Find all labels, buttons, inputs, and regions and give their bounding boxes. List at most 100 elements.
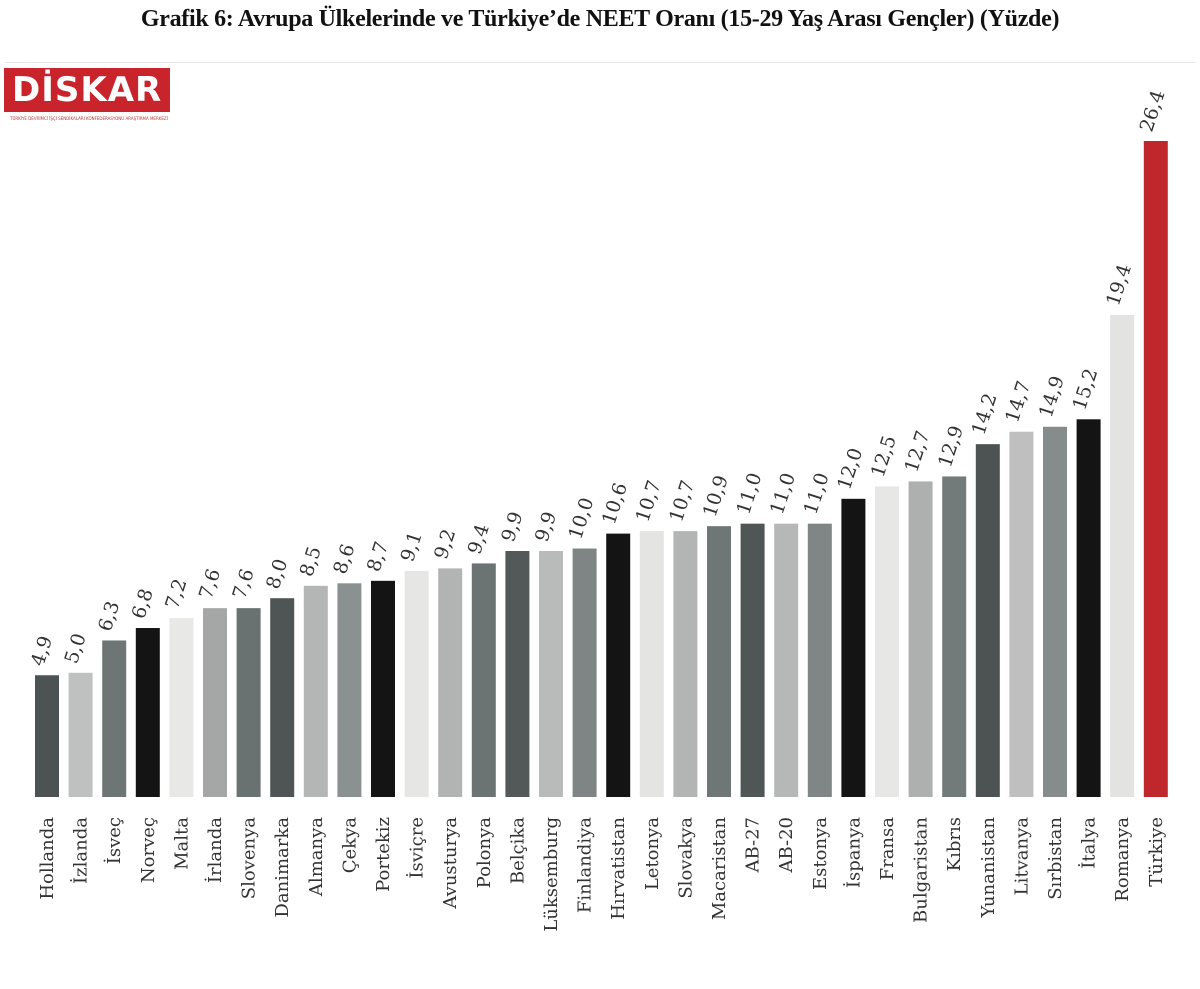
value-label-cekya: 8,6 — [329, 541, 359, 577]
bar-portekiz — [371, 580, 395, 797]
value-label-slovakya: 10,7 — [665, 478, 699, 525]
bar-turkiye — [1143, 141, 1168, 797]
category-label-isvicre: İsviçre — [405, 817, 428, 879]
bar-ab-20 — [774, 523, 799, 797]
bars-group — [35, 141, 1168, 797]
bar-sirbistan — [1043, 426, 1067, 797]
value-label-portekiz: 8,7 — [363, 539, 393, 575]
bar-isvec — [102, 640, 127, 797]
value-label-norvec: 6,8 — [128, 586, 158, 622]
value-label-almanya: 8,5 — [296, 544, 326, 580]
bar-irlanda — [203, 608, 227, 797]
value-label-danimarka: 8,0 — [262, 556, 292, 592]
value-label-hollanda: 4,9 — [27, 633, 57, 669]
category-label-bulgaristan: Bulgaristan — [911, 817, 932, 923]
category-label-turkiye: Türkiye — [1146, 817, 1167, 887]
value-label-turkiye: 26,4 — [1136, 88, 1170, 135]
value-label-letonya: 10,7 — [632, 478, 666, 525]
bar-yunanistan — [975, 444, 1000, 797]
value-label-kibris: 12,9 — [934, 423, 968, 470]
value-label-avusturya: 9,2 — [430, 526, 460, 562]
category-label-luksemburg: Lüksemburg — [541, 817, 562, 932]
category-label-almanya: Almanya — [306, 817, 327, 897]
category-label-norvec: Norveç — [138, 817, 159, 883]
category-label-slovakya: Slovakya — [675, 817, 696, 899]
bar-macaristan — [707, 526, 731, 797]
value-label-isvicre: 9,1 — [396, 529, 426, 565]
category-label-ispanya: İspanya — [841, 817, 864, 888]
bar-luksemburg — [539, 551, 563, 797]
category-label-litvanya: Litvanya — [1011, 817, 1032, 896]
bar-hirvatistan — [606, 533, 631, 797]
bar-cekya — [337, 583, 362, 797]
category-label-macaristan: Macaristan — [709, 817, 730, 921]
bar-norvec — [135, 628, 160, 797]
category-label-polonya: Polonya — [474, 817, 495, 889]
bar-italya — [1076, 419, 1101, 797]
value-label-slovenya: 7,6 — [228, 566, 258, 602]
bar-fransa — [875, 486, 899, 797]
category-label-fransa: Fransa — [877, 817, 898, 881]
category-label-danimarka: Danimarka — [272, 817, 293, 918]
bar-ab-27 — [740, 523, 765, 797]
bar-izlanda — [68, 672, 93, 797]
category-label-hirvatistan: Hırvatistan — [608, 817, 629, 920]
value-label-litvanya: 14,7 — [1001, 378, 1035, 425]
value-label-estonya: 11,0 — [800, 470, 834, 517]
value-label-belcika: 9,9 — [497, 509, 527, 545]
bar-bulgaristan — [908, 481, 933, 797]
value-label-ab-20: 11,0 — [766, 470, 800, 517]
value-label-sirbistan: 14,9 — [1035, 373, 1069, 420]
category-label-estonya: Estonya — [810, 817, 831, 890]
bar-avusturya — [438, 568, 463, 797]
category-label-italya: İtalya — [1077, 817, 1100, 869]
value-label-bulgaristan: 12,7 — [900, 428, 934, 475]
category-label-sirbistan: Sırbistan — [1045, 817, 1066, 900]
bar-danimarka — [270, 598, 295, 797]
value-label-hirvatistan: 10,6 — [598, 480, 632, 527]
category-label-isvec: İsveç — [102, 817, 125, 864]
bar-letonya — [639, 531, 664, 797]
bar-estonya — [807, 523, 832, 797]
value-label-macaristan: 10,9 — [699, 473, 733, 520]
value-label-isvec: 6,3 — [94, 598, 124, 634]
chart-title: Grafik 6: Avrupa Ülkelerinde ve Türkiye’… — [140, 6, 1060, 32]
bar-malta — [169, 618, 194, 797]
category-label-hollanda: Hollanda — [37, 817, 58, 900]
category-label-portekiz: Portekiz — [373, 817, 394, 892]
bar-belcika — [505, 551, 530, 797]
category-label-yunanistan: Yunanistan — [978, 817, 999, 919]
value-label-izlanda: 5,0 — [60, 631, 90, 667]
bar-kibris — [942, 476, 967, 797]
bar-slovakya — [673, 531, 698, 797]
category-label-finlandiya: Finlandiya — [575, 817, 596, 913]
category-label-cekya: Çekya — [339, 817, 360, 874]
category-label-belcika: Belçika — [507, 817, 528, 884]
bar-ispanya — [841, 498, 866, 797]
category-label-letonya: Letonya — [642, 817, 663, 890]
category-label-ab-20: AB-20 — [776, 817, 797, 874]
category-label-romanya: Romanya — [1112, 817, 1133, 902]
bar-slovenya — [236, 608, 261, 797]
category-label-irlanda: İrlanda — [203, 817, 226, 883]
value-label-irlanda: 7,6 — [195, 566, 225, 602]
category-label-avusturya: Avusturya — [440, 817, 461, 910]
chart-frame — [5, 62, 1195, 988]
category-label-kibris: Kıbrıs — [944, 817, 965, 871]
category-label-izlanda: İzlanda — [69, 817, 92, 884]
logo-text: DİSKAR — [12, 70, 163, 110]
bar-polonya — [471, 563, 496, 797]
value-label-italya: 15,2 — [1068, 366, 1102, 413]
bar-almanya — [303, 585, 328, 797]
diskar-logo: DİSKAR — [4, 68, 170, 112]
bar-litvanya — [1009, 431, 1034, 797]
value-label-ispanya: 12,0 — [833, 445, 867, 492]
value-label-luksemburg: 9,9 — [531, 509, 561, 545]
category-labels-group: Hollanda İzlanda İsveç Norveç Malta İrlanda Sl… — [37, 817, 1167, 932]
category-label-ab-27: AB-27 — [743, 817, 764, 874]
logo-tagline: TÜRKİYE DEVRİMCİ İŞÇİ SENDİKALARI KONFED… — [10, 116, 168, 121]
bar-hollanda — [35, 675, 59, 797]
value-label-fransa: 12,5 — [867, 433, 901, 480]
category-label-malta: Malta — [171, 817, 192, 870]
